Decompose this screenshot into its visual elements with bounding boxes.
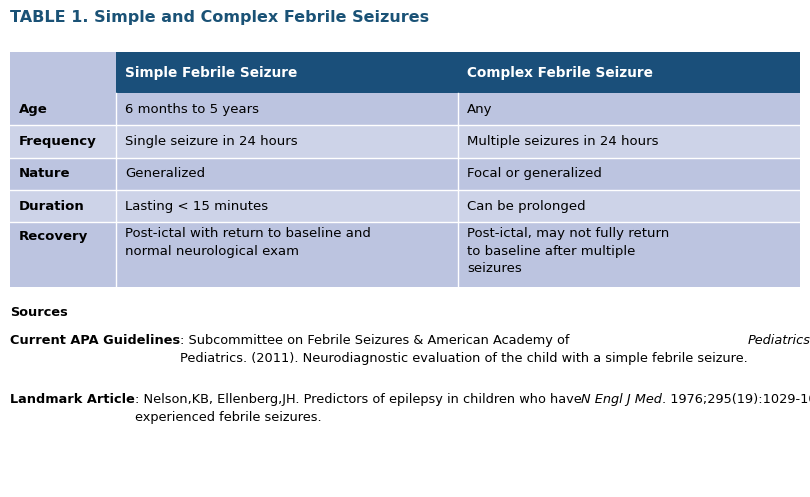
Text: Recovery: Recovery <box>19 230 87 243</box>
Bar <box>10 158 117 190</box>
Bar <box>117 52 458 93</box>
Bar <box>10 52 117 93</box>
Text: Any: Any <box>467 102 492 116</box>
Bar <box>458 222 800 287</box>
Text: Age: Age <box>19 102 47 116</box>
Text: Multiple seizures in 24 hours: Multiple seizures in 24 hours <box>467 135 659 148</box>
Text: Frequency: Frequency <box>19 135 96 148</box>
Bar <box>458 93 800 125</box>
Text: Nature: Nature <box>19 167 70 180</box>
Bar <box>117 158 458 190</box>
Text: 6 months to 5 years: 6 months to 5 years <box>126 102 259 116</box>
Bar <box>458 158 800 190</box>
Text: Complex Febrile Seizure: Complex Febrile Seizure <box>467 66 653 80</box>
Bar <box>117 125 458 158</box>
Text: Lasting < 15 minutes: Lasting < 15 minutes <box>126 199 268 213</box>
Bar <box>117 222 458 287</box>
Text: Landmark Article: Landmark Article <box>10 393 134 406</box>
Text: Can be prolonged: Can be prolonged <box>467 199 586 213</box>
Bar <box>10 93 117 125</box>
Text: . 1976;295(19):1029-1033.: . 1976;295(19):1029-1033. <box>663 393 810 406</box>
Bar <box>458 190 800 222</box>
Bar <box>117 190 458 222</box>
Bar <box>10 222 117 287</box>
Text: Post-ictal, may not fully return
to baseline after multiple
seizures: Post-ictal, may not fully return to base… <box>467 227 669 275</box>
Text: Generalized: Generalized <box>126 167 206 180</box>
Text: N Engl J Med: N Engl J Med <box>582 393 663 406</box>
Text: : Subcommittee on Febrile Seizures & American Academy of
Pediatrics. (2011). Neu: : Subcommittee on Febrile Seizures & Ame… <box>180 334 748 383</box>
Text: Sources: Sources <box>10 306 67 319</box>
Text: Focal or generalized: Focal or generalized <box>467 167 602 180</box>
Text: Simple Febrile Seizure: Simple Febrile Seizure <box>126 66 297 80</box>
Bar <box>10 190 117 222</box>
Bar <box>10 125 117 158</box>
Text: Pediatrics: Pediatrics <box>748 334 810 347</box>
Bar <box>117 93 458 125</box>
Text: Single seizure in 24 hours: Single seizure in 24 hours <box>126 135 298 148</box>
Text: : Nelson,KB, Ellenberg,JH. Predictors of epilepsy in children who have
experienc: : Nelson,KB, Ellenberg,JH. Predictors of… <box>134 393 582 423</box>
Bar <box>458 125 800 158</box>
Text: Duration: Duration <box>19 199 84 213</box>
Text: TABLE 1. Simple and Complex Febrile Seizures: TABLE 1. Simple and Complex Febrile Seiz… <box>10 10 428 25</box>
Text: Current APA Guidelines: Current APA Guidelines <box>10 334 180 347</box>
Bar <box>458 52 800 93</box>
Text: Post-ictal with return to baseline and
normal neurological exam: Post-ictal with return to baseline and n… <box>126 227 371 257</box>
